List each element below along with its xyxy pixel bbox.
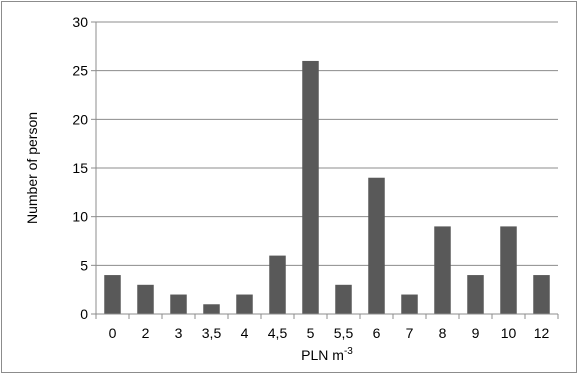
y-tick-label: 0 <box>80 306 88 322</box>
x-tick-label: 3 <box>175 325 183 341</box>
x-tick-label: 6 <box>373 325 381 341</box>
bar <box>533 275 550 314</box>
x-tick-label: 2 <box>142 325 150 341</box>
bar <box>269 255 286 314</box>
y-tick-label: 5 <box>80 257 88 273</box>
x-tick-label: 4 <box>241 325 249 341</box>
tick-labels: 0 5 10 15 20 25 30 0 2 3 3,5 4 4,5 5 5,5 6 7 8 9 10 12 <box>72 14 549 341</box>
bar <box>203 304 220 314</box>
bar <box>335 284 352 314</box>
bar <box>137 284 154 314</box>
x-tick-label: 8 <box>439 325 447 341</box>
y-axis-title: Number of person <box>24 112 40 224</box>
x-tick-label: 9 <box>472 325 480 341</box>
x-axis-title: PLN m-3 <box>301 346 353 363</box>
x-tick-label: 5 <box>307 325 315 341</box>
x-tick-label: 5,5 <box>334 325 354 341</box>
bar <box>368 177 385 314</box>
x-axis-title-main: PLN m <box>301 347 344 363</box>
x-tick-label: 12 <box>534 325 550 341</box>
y-tick-label: 25 <box>72 63 88 79</box>
bar <box>434 226 451 314</box>
axes <box>91 21 559 319</box>
bar <box>170 294 187 314</box>
y-tick-label: 20 <box>72 111 88 127</box>
x-tick-label: 10 <box>501 325 517 341</box>
x-axis-title-superscript: -3 <box>344 346 353 357</box>
x-tick-label: 3,5 <box>202 325 222 341</box>
bars <box>104 60 550 314</box>
bar <box>104 275 121 314</box>
bar <box>401 294 418 314</box>
x-tick-label: 0 <box>109 325 117 341</box>
x-tick-label: 7 <box>406 325 414 341</box>
bar <box>500 226 517 314</box>
bar <box>467 275 484 314</box>
y-tick-label: 30 <box>72 14 88 30</box>
bar <box>302 60 319 314</box>
y-tick-label: 15 <box>72 160 88 176</box>
y-tick-label: 10 <box>72 209 88 225</box>
bar <box>236 294 253 314</box>
gridlines <box>96 21 558 266</box>
x-tick-label: 4,5 <box>268 325 288 341</box>
